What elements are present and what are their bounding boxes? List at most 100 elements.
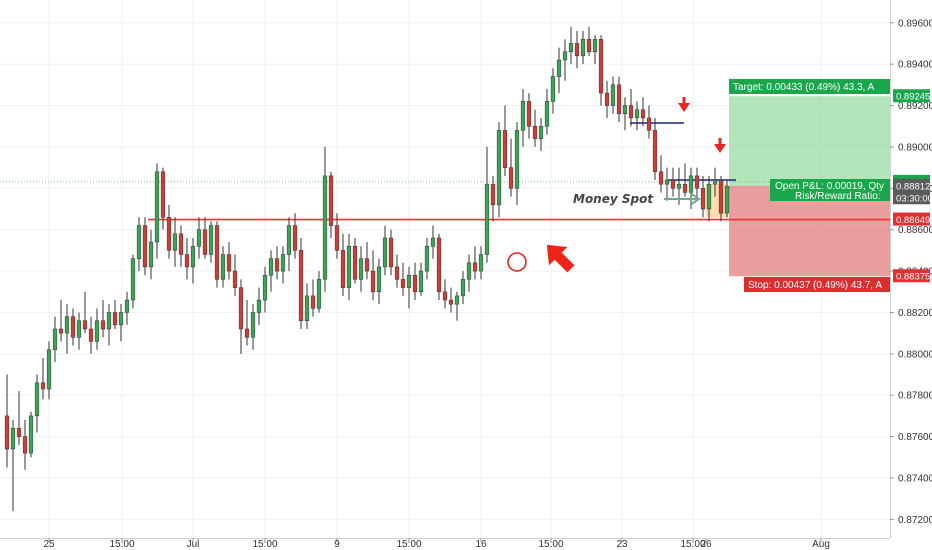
candle-body	[610, 84, 616, 106]
candle-body	[478, 254, 484, 272]
candle-body	[574, 43, 580, 57]
candle-body	[40, 382, 46, 390]
price-tag-text: 0.89245	[896, 92, 930, 103]
y-tick-label: 0.88000	[898, 349, 932, 360]
candle-body	[442, 291, 448, 301]
candle-body	[10, 428, 16, 450]
candle-body	[298, 250, 304, 321]
candles	[4, 26, 730, 512]
money-spot-arrow-head	[689, 192, 701, 206]
candle-body	[682, 183, 688, 193]
candle-body	[394, 266, 400, 280]
price-tag-text: 03:30:00	[896, 194, 932, 205]
price-tag-bg	[893, 89, 930, 103]
x-tick-label: 16	[475, 539, 487, 550]
y-tick-label: 0.89000	[898, 142, 932, 153]
candle-body	[652, 130, 658, 172]
candle-body	[484, 183, 490, 255]
candle-body	[16, 428, 22, 437]
candle-body	[346, 245, 352, 288]
candle-body	[676, 183, 682, 189]
money-spot-label: Money Spot	[573, 192, 654, 206]
candle-body	[400, 279, 406, 288]
price-tag-bg	[893, 178, 930, 192]
candle-body	[532, 125, 538, 139]
target-label-bg	[729, 79, 890, 94]
candle-body	[646, 117, 652, 131]
candle-body	[472, 262, 478, 272]
candle-body	[112, 312, 118, 326]
down-arrow-1	[678, 103, 690, 112]
x-tick-label: 15:00	[680, 539, 705, 550]
candle-body	[466, 262, 472, 280]
down-arrow-2	[714, 144, 726, 153]
candle-body	[88, 328, 94, 342]
candle-body	[148, 241, 154, 268]
candle-body	[556, 59, 562, 77]
candle-body	[370, 270, 376, 293]
candle-body	[514, 130, 520, 189]
x-tick-label: 9	[334, 539, 340, 550]
y-tick-label: 0.88600	[898, 225, 932, 236]
x-tick-label: Jul	[187, 539, 200, 550]
candle-body	[154, 171, 160, 243]
pnl-label-bg	[770, 179, 890, 201]
candle-body	[664, 179, 670, 185]
target-label: Target: 0.00433 (0.49%) 43.3, A	[733, 82, 875, 93]
candle-body	[544, 101, 550, 127]
candle-body	[490, 183, 496, 206]
candle-body	[274, 258, 280, 272]
price-tag: 0.88649	[893, 212, 930, 226]
candle-body	[418, 270, 424, 293]
candle-body	[436, 237, 442, 293]
candle-body	[142, 225, 148, 268]
candle-body	[388, 237, 394, 268]
candle-body	[712, 179, 718, 185]
candle-body	[136, 225, 142, 259]
price-tags: 0.892450.8883103:30:000.888120.886490.88…	[893, 89, 932, 283]
y-tick-label: 0.87800	[898, 391, 932, 402]
candle-body	[430, 237, 436, 247]
candle-body	[364, 258, 370, 272]
candle-body	[358, 258, 364, 280]
candle-body	[568, 43, 574, 52]
candle-body	[586, 39, 592, 52]
candle-body	[58, 328, 64, 334]
candle-body	[412, 274, 418, 293]
candle-body	[220, 254, 226, 280]
x-tick-label: 15:00	[396, 539, 421, 550]
x-tick-label: 15:00	[538, 539, 563, 550]
y-tick-label: 0.87600	[898, 432, 932, 443]
price-tag: 0.88375	[893, 269, 930, 283]
candle-body	[286, 225, 292, 255]
price-tag-text: 0.88375	[896, 272, 930, 283]
candle-body	[178, 233, 184, 255]
candle-body	[700, 188, 706, 210]
candle-body	[196, 229, 202, 247]
candle-body	[160, 171, 166, 218]
candle-body	[22, 436, 28, 454]
y-tick-label: 0.89400	[898, 60, 932, 71]
x-tick-label: 25	[43, 539, 55, 550]
candle-body	[352, 245, 358, 280]
candle-body	[328, 175, 334, 226]
candle-body	[190, 245, 196, 268]
candle-body	[634, 109, 640, 119]
target-zone	[729, 96, 890, 186]
candle-body	[316, 279, 322, 309]
candle-body	[520, 101, 526, 131]
x-tick-label: 26	[700, 539, 712, 550]
candle-body	[238, 287, 244, 330]
candle-body	[130, 258, 136, 301]
annotations: Money Spot Target: 0.00433 (0.49%) 43.3, …	[507, 79, 890, 292]
candle-body	[244, 328, 250, 338]
rr-label: Risk/Reward Ratio:	[795, 191, 881, 202]
candle-body	[538, 125, 544, 139]
price-tag: 0.88812	[893, 178, 930, 192]
candle-body	[184, 254, 190, 268]
candle-body	[580, 39, 586, 57]
candle-body	[250, 312, 256, 338]
candle-body	[94, 320, 100, 342]
